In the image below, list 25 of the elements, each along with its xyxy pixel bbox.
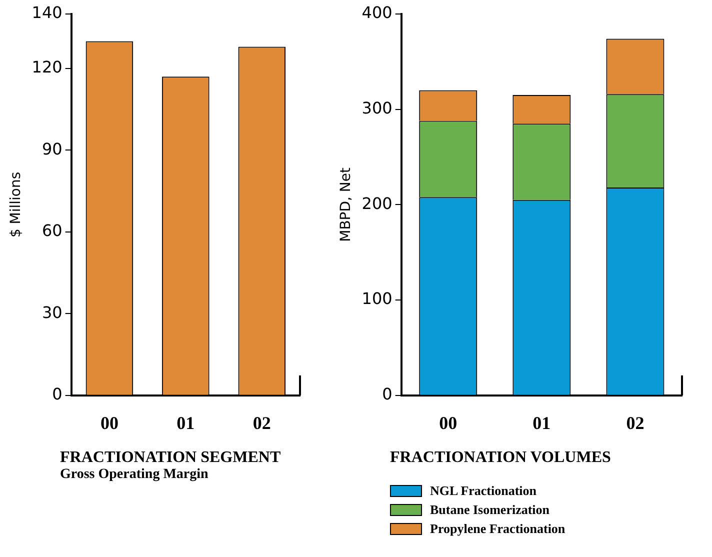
y-tick-label: 400 bbox=[362, 3, 392, 22]
x-tick-label: 01 bbox=[532, 412, 551, 433]
y-tick-label: 120 bbox=[32, 58, 62, 77]
x-tick-label: 00 bbox=[439, 412, 458, 433]
y-tick-label: 90 bbox=[42, 139, 62, 158]
y-tick-label: 200 bbox=[362, 194, 392, 213]
y-tick-label: 140 bbox=[32, 3, 62, 22]
y-axis-title: $ Millions bbox=[8, 172, 24, 238]
y-tick-label: 300 bbox=[362, 98, 392, 118]
y-tick-label: 60 bbox=[42, 221, 62, 240]
legend-label: Propylene Fractionation bbox=[430, 520, 566, 536]
legend-label: Butane Isomerization bbox=[430, 502, 550, 518]
y-tick-label: 0 bbox=[52, 384, 62, 404]
text: Gross Operating Margin bbox=[60, 467, 210, 483]
y-tick-label: 100 bbox=[362, 289, 392, 308]
x-tick-label: 02 bbox=[626, 412, 644, 433]
text: FRACTIONATION SEGMENT bbox=[60, 449, 282, 467]
y-tick-label: 0 bbox=[382, 384, 392, 404]
y-tick-label: 30 bbox=[42, 302, 62, 322]
legend-label: NGL Fractionation bbox=[430, 482, 537, 498]
text: FRACTIONATION VOLUMES bbox=[390, 449, 612, 467]
y-axis-title: MBPD, Net bbox=[338, 167, 354, 242]
x-tick-label: 02 bbox=[252, 412, 271, 433]
x-tick-label: 00 bbox=[100, 412, 118, 433]
x-tick-label: 01 bbox=[176, 412, 195, 433]
